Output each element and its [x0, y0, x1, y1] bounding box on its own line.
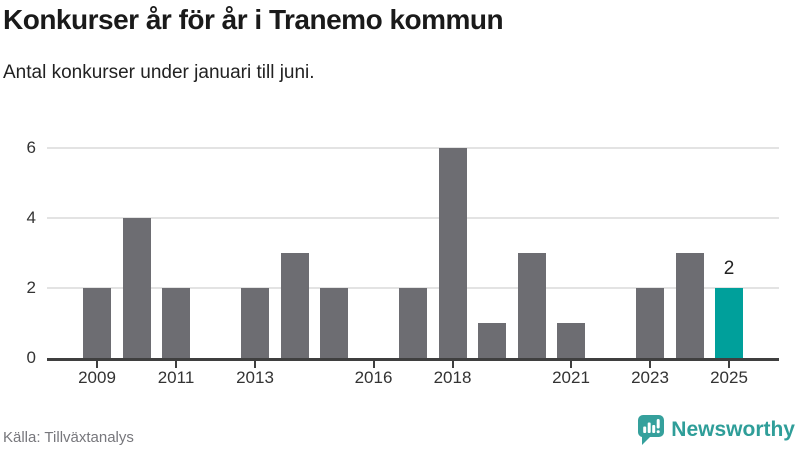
bar-2024: [675, 253, 704, 358]
bar-2013: [241, 288, 269, 358]
bar-2021: [557, 323, 585, 358]
gridline-y4: [47, 217, 779, 219]
newsworthy-logo: Newsworthy: [638, 414, 795, 446]
x-axis-tick-2016: [372, 361, 375, 368]
x-axis-tick-2023: [649, 361, 651, 368]
bar-2019: [478, 323, 506, 358]
x-axis-tick-2009: [96, 361, 98, 368]
x-axis-label-2018: 2018: [433, 368, 472, 387]
x-axis-label-2016: 2016: [354, 368, 393, 387]
y-axis-label-4: 4: [26, 208, 36, 227]
highlight-value-label: 2: [723, 258, 735, 279]
source-credit: Källa: Tillväxtanalys: [3, 429, 134, 446]
bar-2017: [399, 288, 427, 358]
x-axis-label-2013: 2013: [236, 368, 274, 387]
bar-2015: [320, 288, 348, 358]
bar-2014: [280, 253, 309, 358]
bar-2025: [715, 288, 743, 358]
y-axis-label-6: 6: [26, 138, 36, 157]
bar-2011: [162, 288, 190, 358]
x-axis-tick-2025: [728, 361, 730, 368]
x-axis-tick-2021: [570, 361, 572, 368]
x-axis-label-2009: 2009: [78, 368, 116, 387]
chart-title: Konkurser år för år i Tranemo kommun: [3, 4, 504, 35]
x-axis-tick-2018: [451, 361, 454, 368]
x-axis-label-2021: 2021: [552, 368, 590, 387]
bar-chart-speech-bubble-icon: [638, 415, 665, 445]
bar-2020: [517, 253, 546, 358]
x-axis-label-2023: 2023: [631, 368, 669, 387]
gridline-y6: [47, 147, 779, 149]
bar-2023: [636, 288, 664, 358]
x-axis-label-2025: 2025: [710, 368, 748, 387]
chart-subtitle: Antal konkurser under januari till juni.: [3, 62, 315, 83]
newsworthy-wordmark: Newsworthy: [671, 418, 795, 441]
bar-chart: 0 2 4 6 2009 2011 2013 2016 2018 2021 2023 2025 2: [0, 120, 800, 400]
x-axis-tick-2011: [175, 361, 177, 368]
bar-2009: [83, 288, 111, 358]
y-axis-label-0: 0: [26, 348, 36, 367]
x-axis-tick-2013: [254, 361, 256, 368]
x-axis-line: [47, 358, 779, 361]
bar-2010: [122, 218, 151, 358]
x-axis-label-2011: 2011: [157, 368, 195, 387]
bar-2018: [438, 148, 467, 358]
y-axis-label-2: 2: [26, 278, 36, 297]
